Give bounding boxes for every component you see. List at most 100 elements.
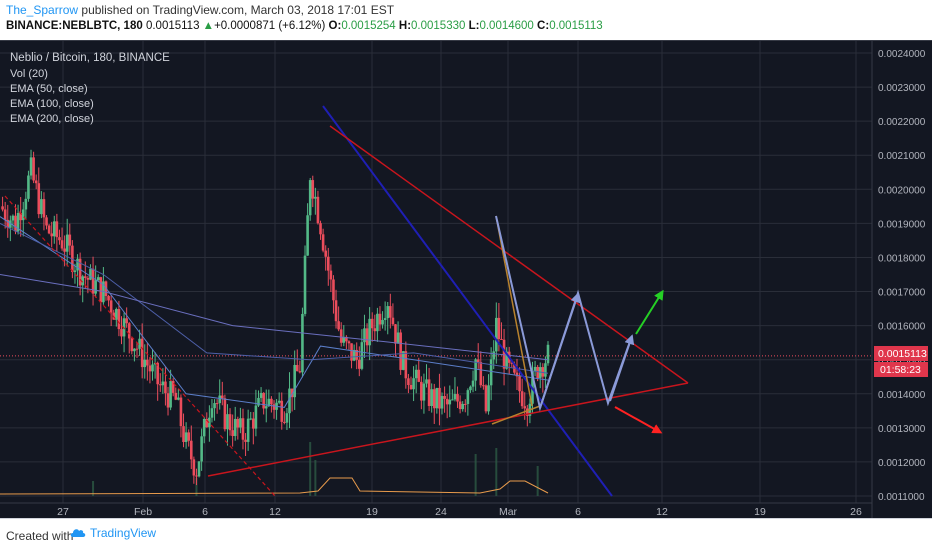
candle-body — [523, 406, 527, 409]
candle-body — [510, 362, 514, 364]
candle-body — [378, 313, 382, 325]
candle-body — [440, 396, 444, 409]
time-tick-label: 6 — [575, 506, 581, 518]
footer: Created with TradingView — [0, 518, 932, 551]
candle-body — [151, 364, 154, 372]
candles-layer — [1, 149, 550, 486]
time-tick-label: 24 — [435, 506, 447, 518]
time-tick-label: 19 — [366, 506, 378, 518]
candle-body — [99, 277, 103, 303]
projection-arrow-up — [539, 292, 581, 409]
candle-body — [432, 389, 436, 409]
tradingview-brand[interactable]: TradingView — [70, 526, 156, 540]
candle-body — [107, 295, 110, 301]
candle-body — [182, 426, 185, 443]
candle-body — [257, 397, 260, 406]
candle-body — [63, 248, 66, 252]
candle-body — [195, 475, 198, 477]
candle-body — [127, 323, 131, 339]
time-tick-label: Mar — [499, 506, 518, 518]
candle-body — [373, 328, 377, 332]
candle-body — [339, 329, 343, 343]
open-label: O: — [328, 20, 342, 32]
volume-bar — [195, 478, 198, 496]
candle-body — [231, 430, 234, 437]
candle-body — [120, 329, 123, 337]
candle-body — [252, 418, 255, 429]
upper-triangle-line — [329, 125, 689, 384]
candle-body — [143, 359, 147, 368]
high-value: 0.0015330 — [411, 20, 466, 32]
candle-body — [213, 403, 216, 409]
tradingview-cloud-icon — [70, 529, 86, 537]
candle-body — [427, 379, 431, 406]
price-tick-label: 0.0015000 — [878, 356, 926, 367]
ema-layer — [0, 216, 549, 408]
candle-body — [205, 418, 209, 428]
candle-body — [34, 180, 38, 184]
candle-body — [401, 351, 405, 370]
price-tick-label: 0.0021000 — [878, 151, 926, 162]
author-link[interactable]: The_Sparrow — [6, 3, 79, 17]
chart-frame[interactable]: 0.0024000 0.0023000 0.0022000 0.0021000 0.00… — [0, 40, 932, 518]
candle-body — [6, 219, 10, 228]
candle-body — [259, 392, 263, 398]
candle-body — [422, 383, 426, 401]
price-tick-label: 0.0019000 — [878, 219, 926, 230]
candle-body — [544, 363, 547, 377]
volume-bar — [474, 454, 477, 496]
candle-body — [407, 378, 410, 386]
candle-body — [68, 234, 72, 246]
close-label: C: — [537, 20, 550, 32]
candle-body — [533, 366, 537, 372]
candle-body — [368, 318, 371, 346]
candle-body — [298, 371, 302, 373]
legend-ema100: EMA (100, close) — [10, 98, 94, 110]
price-tick-label: 0.0014000 — [878, 390, 926, 401]
price-chart[interactable]: 0.0024000 0.0023000 0.0022000 0.0021000 0.00… — [0, 41, 932, 518]
candle-body — [158, 384, 162, 386]
candle-body — [236, 418, 240, 428]
candle-body — [463, 403, 467, 405]
candle-body — [404, 351, 408, 379]
candle-body — [347, 341, 351, 344]
candle-body — [14, 215, 17, 232]
candle-body — [24, 198, 28, 210]
candle-body — [474, 359, 477, 381]
blue-downtrend-line — [322, 105, 613, 497]
countdown-value: 01:58:23 — [880, 364, 921, 376]
candle-body — [50, 233, 53, 237]
ema50-line — [0, 216, 549, 408]
candle-body — [435, 387, 439, 409]
candle-body — [355, 349, 359, 360]
candle-body — [352, 349, 356, 361]
candle-body — [342, 336, 346, 343]
candle-body — [140, 338, 144, 368]
candle-body — [492, 351, 496, 360]
chart-grid — [0, 41, 872, 503]
candle-body — [115, 309, 118, 320]
price-tick-label: 0.0018000 — [878, 253, 926, 264]
candle-body — [386, 306, 390, 319]
open-value: 0.0015254 — [341, 20, 396, 32]
symbol-name: BINANCE:NEBLBTC, 180 — [6, 20, 143, 32]
candle-body — [233, 418, 237, 437]
volume-bar — [309, 442, 312, 496]
candle-body — [58, 237, 61, 241]
candle-body — [249, 418, 253, 420]
candle-body — [461, 403, 464, 410]
candle-body — [47, 225, 51, 234]
candle-body — [146, 359, 149, 366]
candle-body — [55, 221, 59, 238]
candle-body — [541, 367, 545, 377]
candle-body — [316, 196, 320, 224]
candle-body — [223, 398, 227, 430]
candle-body — [414, 369, 418, 379]
candle-body — [164, 381, 167, 394]
candle-body — [526, 408, 529, 416]
candle-body — [1, 206, 4, 210]
price-tick-label: 0.0013000 — [878, 424, 926, 435]
price-tick-label: 0.0017000 — [878, 288, 926, 299]
lower-triangle-line — [207, 382, 689, 477]
candle-body — [148, 365, 152, 372]
